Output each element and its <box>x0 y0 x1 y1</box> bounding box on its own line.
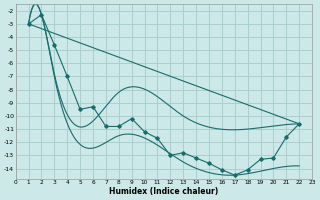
X-axis label: Humidex (Indice chaleur): Humidex (Indice chaleur) <box>109 187 219 196</box>
